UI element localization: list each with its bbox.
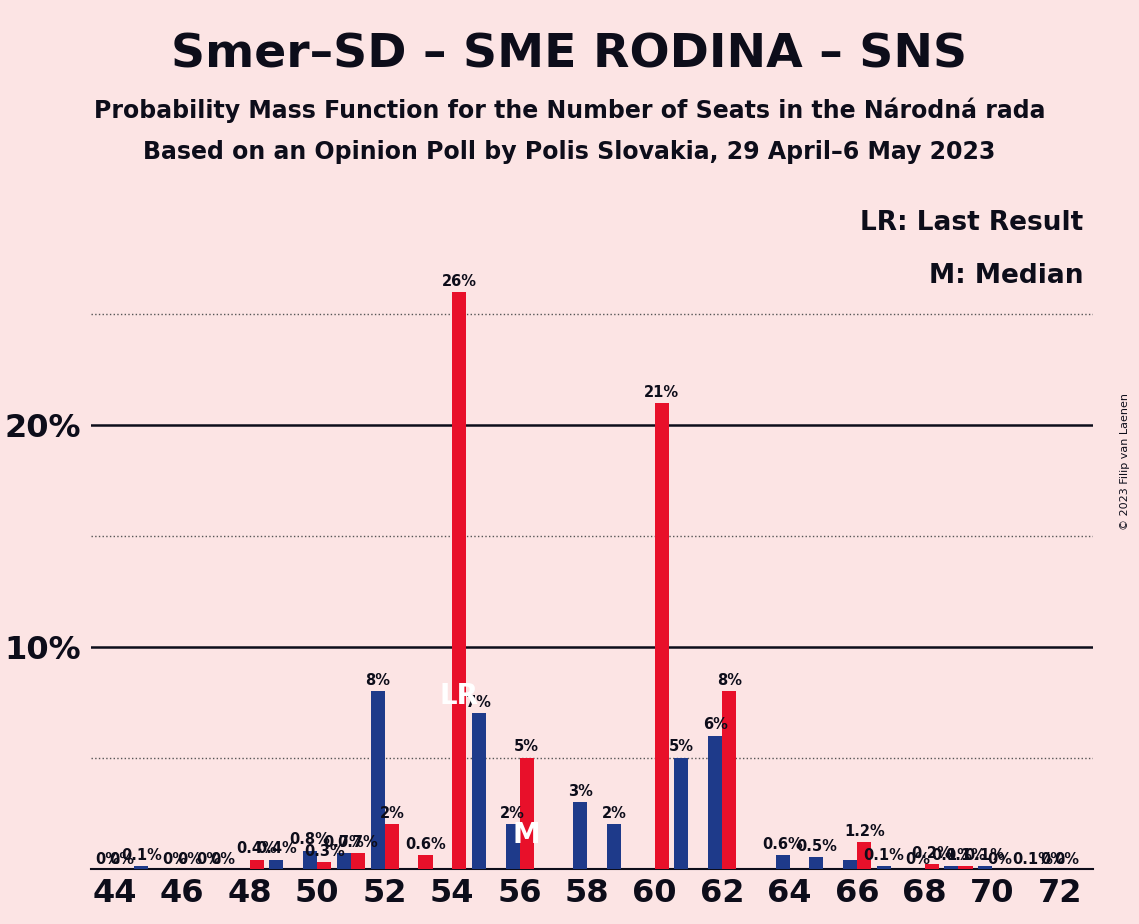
Text: 0%: 0% bbox=[109, 853, 134, 868]
Bar bbox=[722, 691, 737, 869]
Text: 3%: 3% bbox=[567, 784, 592, 798]
Bar bbox=[776, 856, 789, 869]
Text: 0.4%: 0.4% bbox=[256, 842, 297, 857]
Text: 0.7%: 0.7% bbox=[337, 834, 378, 850]
Bar bbox=[351, 853, 366, 869]
Bar bbox=[452, 292, 466, 869]
Text: 0%: 0% bbox=[211, 853, 236, 868]
Bar bbox=[843, 859, 858, 869]
Text: 2%: 2% bbox=[379, 806, 404, 821]
Text: 0.1%: 0.1% bbox=[931, 848, 972, 863]
Text: M: M bbox=[513, 821, 541, 849]
Bar bbox=[978, 867, 992, 869]
Text: 0.3%: 0.3% bbox=[304, 844, 345, 858]
Bar bbox=[134, 867, 148, 869]
Bar bbox=[370, 691, 385, 869]
Bar bbox=[418, 856, 433, 869]
Text: 5%: 5% bbox=[669, 739, 694, 754]
Text: 0.6%: 0.6% bbox=[405, 837, 446, 852]
Bar bbox=[337, 853, 351, 869]
Bar bbox=[607, 824, 621, 869]
Text: 0.6%: 0.6% bbox=[762, 837, 803, 852]
Text: 0.7%: 0.7% bbox=[323, 834, 364, 850]
Text: 5%: 5% bbox=[515, 739, 539, 754]
Bar bbox=[472, 713, 486, 869]
Text: 0%: 0% bbox=[196, 853, 221, 868]
Text: 2%: 2% bbox=[601, 806, 626, 821]
Text: 0%: 0% bbox=[177, 853, 202, 868]
Text: 0%: 0% bbox=[986, 853, 1011, 868]
Bar bbox=[249, 859, 264, 869]
Text: © 2023 Filip van Laenen: © 2023 Filip van Laenen bbox=[1121, 394, 1130, 530]
Text: 8%: 8% bbox=[716, 673, 741, 687]
Text: 8%: 8% bbox=[366, 673, 391, 687]
Text: 0.8%: 0.8% bbox=[289, 833, 330, 847]
Bar bbox=[944, 867, 958, 869]
Text: 0.2%: 0.2% bbox=[911, 845, 952, 861]
Text: LR: LR bbox=[440, 682, 478, 710]
Text: 1.2%: 1.2% bbox=[844, 823, 885, 839]
Bar bbox=[303, 851, 318, 869]
Text: 0%: 0% bbox=[1055, 853, 1080, 868]
Text: 0.1%: 0.1% bbox=[863, 848, 904, 863]
Text: 0.1%: 0.1% bbox=[121, 848, 162, 863]
Text: 0%: 0% bbox=[1040, 853, 1065, 868]
Bar bbox=[810, 857, 823, 869]
Bar bbox=[674, 758, 688, 869]
Text: 7%: 7% bbox=[467, 695, 491, 710]
Bar bbox=[708, 736, 722, 869]
Text: 0.4%: 0.4% bbox=[237, 842, 277, 857]
Text: M: Median: M: Median bbox=[929, 263, 1083, 289]
Bar bbox=[877, 867, 891, 869]
Text: 0%: 0% bbox=[96, 853, 120, 868]
Text: 21%: 21% bbox=[645, 384, 679, 399]
Text: 0.1%: 0.1% bbox=[1013, 853, 1054, 868]
Bar bbox=[958, 867, 973, 869]
Text: 2%: 2% bbox=[500, 806, 525, 821]
Text: 0.1%: 0.1% bbox=[945, 848, 986, 863]
Text: Smer–SD – SME RODINA – SNS: Smer–SD – SME RODINA – SNS bbox=[172, 32, 967, 78]
Bar bbox=[925, 864, 939, 869]
Bar bbox=[506, 824, 519, 869]
Text: LR: Last Result: LR: Last Result bbox=[860, 210, 1083, 236]
Bar bbox=[573, 802, 588, 869]
Bar bbox=[318, 862, 331, 869]
Text: 0.1%: 0.1% bbox=[965, 848, 1006, 863]
Bar bbox=[655, 403, 669, 869]
Text: 6%: 6% bbox=[703, 717, 728, 732]
Text: 0.5%: 0.5% bbox=[796, 839, 837, 854]
Text: Probability Mass Function for the Number of Seats in the Národná rada: Probability Mass Function for the Number… bbox=[93, 97, 1046, 123]
Bar bbox=[858, 842, 871, 869]
Text: 26%: 26% bbox=[442, 274, 477, 288]
Text: 0%: 0% bbox=[163, 853, 188, 868]
Text: Based on an Opinion Poll by Polis Slovakia, 29 April–6 May 2023: Based on an Opinion Poll by Polis Slovak… bbox=[144, 140, 995, 164]
Bar bbox=[269, 859, 284, 869]
Bar bbox=[385, 824, 399, 869]
Text: 0%: 0% bbox=[906, 853, 931, 868]
Bar bbox=[519, 758, 534, 869]
